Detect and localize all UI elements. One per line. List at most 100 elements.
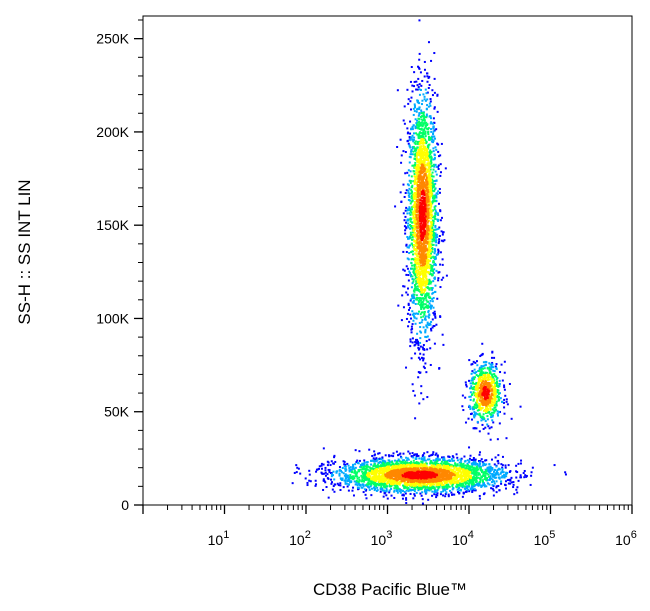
event-point [431,292,434,295]
event-point [478,477,481,480]
event-point [349,468,352,471]
event-point [418,178,421,181]
event-point [488,471,491,474]
event-point [430,159,433,162]
event-point [330,460,333,463]
event-point [422,299,425,302]
event-point [418,347,421,350]
event-point [416,126,419,129]
event-point [510,476,513,479]
event-point [429,100,432,103]
event-point [424,272,427,275]
event-point [420,149,423,152]
event-point [431,269,434,272]
event-point [484,426,487,429]
event-point [421,319,424,322]
event-point [436,236,439,239]
event-point [420,245,423,248]
event-point [413,103,416,106]
event-point [406,139,409,142]
event-point [405,189,408,192]
event-point [510,417,513,420]
event-point [449,482,452,485]
event-point [473,459,476,462]
event-point [349,474,352,477]
event-point [471,363,474,366]
event-point [438,238,441,241]
event-point [436,464,439,467]
event-point [431,238,434,241]
event-point [422,177,425,180]
event-point [426,152,429,155]
event-point [439,171,442,174]
event-point [411,211,414,214]
event-point [412,215,415,218]
event-point [416,107,419,110]
event-point [426,224,429,227]
event-point [411,128,414,131]
event-point [496,438,499,441]
event-point [413,258,416,261]
event-point [485,401,488,404]
event-point [420,196,423,199]
event-point [415,80,418,83]
event-point [421,263,424,266]
event-point [495,363,498,366]
event-point [422,160,425,163]
event-point [426,164,429,167]
event-point [414,127,417,130]
event-point [475,480,478,483]
event-point [476,401,479,404]
event-point [422,278,425,281]
event-point [415,262,418,265]
event-point [410,286,413,289]
event-point [449,489,452,492]
event-point [425,92,428,95]
event-point [421,281,424,284]
event-point [419,209,422,212]
event-point [402,306,405,309]
event-point [410,325,413,328]
event-point [496,389,499,392]
event-point [430,130,433,133]
event-point [420,287,423,290]
event-point [428,296,431,299]
event-point [410,331,413,334]
event-point [372,472,375,475]
event-point [418,102,421,105]
event-point [481,379,484,382]
event-point [470,385,473,388]
event-point [429,269,432,272]
event-point [396,489,399,492]
event-point [373,454,376,457]
event-point [431,227,434,230]
event-point [483,394,486,397]
event-point [491,377,494,380]
event-point [420,494,423,497]
event-point [412,193,415,196]
event-point [423,231,426,234]
event-point [419,122,422,125]
event-point [429,304,432,307]
event-point [422,115,425,118]
event-point [436,213,439,216]
event-point [427,272,430,275]
event-point [484,474,487,477]
event-point [437,277,440,280]
event-point [496,410,499,413]
event-point [397,487,400,490]
event-point [393,489,396,492]
event-point [412,312,415,315]
event-point [407,225,410,228]
event-point [489,408,492,411]
event-point [477,396,480,399]
event-point [420,127,423,130]
event-point [435,173,438,176]
event-point [493,392,496,395]
event-point [397,464,400,467]
event-point [421,259,424,262]
event-point [463,487,466,490]
event-point [420,268,423,271]
event-point [437,227,440,230]
event-point [477,383,480,386]
